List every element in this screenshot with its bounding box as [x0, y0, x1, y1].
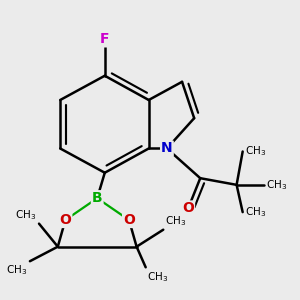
Text: CH$_3$: CH$_3$ — [15, 208, 37, 222]
Text: O: O — [123, 213, 135, 227]
Text: O: O — [59, 213, 71, 227]
Text: N: N — [161, 142, 173, 155]
Text: CH$_3$: CH$_3$ — [165, 214, 186, 228]
Text: O: O — [182, 202, 194, 215]
Text: CH$_3$: CH$_3$ — [245, 205, 266, 219]
Text: CH$_3$: CH$_3$ — [147, 270, 168, 283]
Text: F: F — [100, 32, 110, 46]
Text: B: B — [92, 191, 103, 205]
Text: CH$_3$: CH$_3$ — [6, 264, 28, 278]
Text: CH$_3$: CH$_3$ — [266, 178, 287, 192]
Text: CH$_3$: CH$_3$ — [245, 145, 266, 158]
